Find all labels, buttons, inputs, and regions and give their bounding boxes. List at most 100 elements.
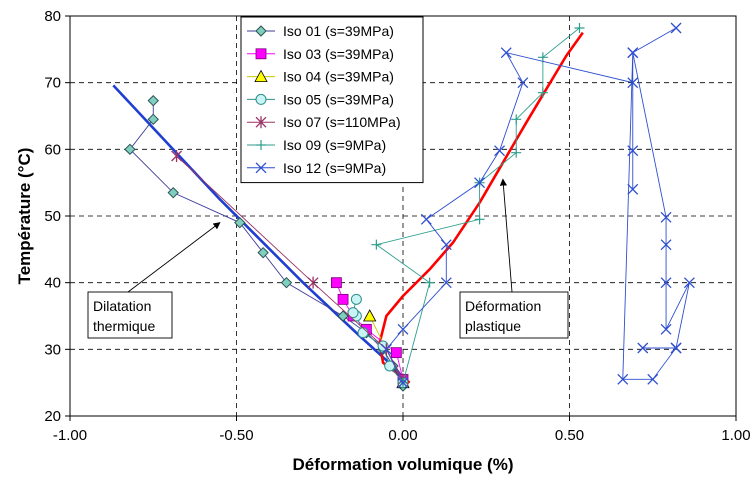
data-point [627,77,639,89]
data-point [537,87,548,98]
annotation-2: Déformation plastique [459,178,569,339]
data-point [440,239,452,251]
legend-marker [255,162,267,174]
data-point [347,307,359,319]
data-point [337,310,349,322]
data-series [124,22,695,392]
data-point [627,183,639,195]
legend-marker [256,140,266,150]
legend-label: Iso 05 (s=39MPa) [283,91,394,107]
legend-marker [254,69,268,82]
data-point [390,347,402,359]
data-point [280,276,293,289]
data-point [627,47,639,59]
data-point [627,145,639,157]
x-tick-label: -1.00 [53,427,87,444]
data-point [660,277,672,289]
data-point [647,373,659,385]
legend-label: Iso 07 (s=110MPa) [283,114,401,130]
x-tick-label: 0.00 [388,427,417,444]
y-tick-label: 80 [44,8,61,25]
data-point [537,52,548,63]
legend-label: Iso 01 (s=39MPa) [283,23,394,39]
y-axis-label: Température (°C) [15,148,34,285]
data-point [511,114,522,125]
series-6 [371,23,585,388]
data-point [330,277,342,289]
data-point [660,239,672,251]
data-point [397,377,409,389]
legend-item: Iso 09 (s=9MPa) [247,137,386,153]
legend-marker [255,116,267,129]
legend-label: Iso 09 (s=9MPa) [283,137,386,153]
data-point [500,47,512,59]
annotation-box [459,291,569,339]
y-tick-label: 70 [44,75,61,92]
data-point [337,293,349,305]
x-axis-ticks: -1.00 -0.50 0.00 0.50 1.00 [53,416,751,444]
data-point [670,342,682,354]
annotation-text-line2: thermique [93,318,155,334]
y-tick-label: 30 [44,341,61,358]
data-point [234,216,246,229]
annotation-text-line2: plastique [465,318,521,334]
legend-item: Iso 05 (s=39MPa) [247,91,394,107]
data-point [420,213,432,225]
annotation-arrow [127,222,221,293]
annotation-arrow [499,178,513,293]
legend-marker [255,48,267,60]
data-point [617,373,629,385]
data-point [357,327,369,339]
annotation-text-line1: Dilatation [93,298,151,314]
data-point [167,186,179,199]
data-point [440,277,452,289]
data-point [363,309,377,322]
data-point [424,277,435,288]
legend-item: Iso 07 (s=110MPa) [247,114,401,130]
data-point [397,323,409,335]
legend-item: Iso 01 (s=39MPa) [247,23,394,39]
series-7 [380,22,695,389]
data-point [670,22,682,34]
data-point [171,150,183,162]
annotation-text-line1: Déformation [465,298,541,314]
x-tick-label: 0.50 [555,427,584,444]
y-tick-label: 40 [44,275,61,292]
data-point [660,211,672,223]
y-tick-label: 60 [44,141,61,158]
x-axis-label: Déformation volumique (%) [292,455,513,474]
series-line [375,27,580,383]
data-point [474,214,485,225]
legend-item: Iso 04 (s=39MPa) [247,69,394,85]
legend-label: Iso 03 (s=39MPa) [283,46,394,62]
legend-item: Iso 03 (s=39MPa) [247,46,394,62]
annotation-1: Dilatation thermique [87,222,221,339]
data-point [660,323,672,335]
y-tick-label: 20 [44,408,61,425]
data-point [380,343,392,355]
legend-item: Iso 12 (s=9MPa) [247,160,386,176]
y-axis-ticks: 20 30 40 50 60 70 80 [44,8,70,425]
data-point [494,145,506,157]
annotations: Dilatation thermique Déformation plastique [87,178,569,339]
data-point [124,143,136,156]
data-point [511,147,522,158]
x-tick-label: 1.00 [721,427,750,444]
legend-label: Iso 12 (s=9MPa) [283,160,386,176]
data-point [474,177,486,189]
data-point [517,77,529,89]
data-point [307,276,319,289]
series-line [176,155,404,380]
data-point [637,342,649,354]
legend: Iso 01 (s=39MPa) Iso 03 (s=39MPa) Iso 04 (… [240,16,424,184]
data-point [147,113,159,126]
data-point [147,94,159,107]
legend-marker [255,25,267,37]
annotation-box [87,291,173,339]
data-point [257,246,269,259]
x-tick-label: -0.50 [219,427,253,444]
data-point [574,23,585,33]
y-tick-label: 50 [44,208,61,225]
legend-marker [255,93,267,105]
